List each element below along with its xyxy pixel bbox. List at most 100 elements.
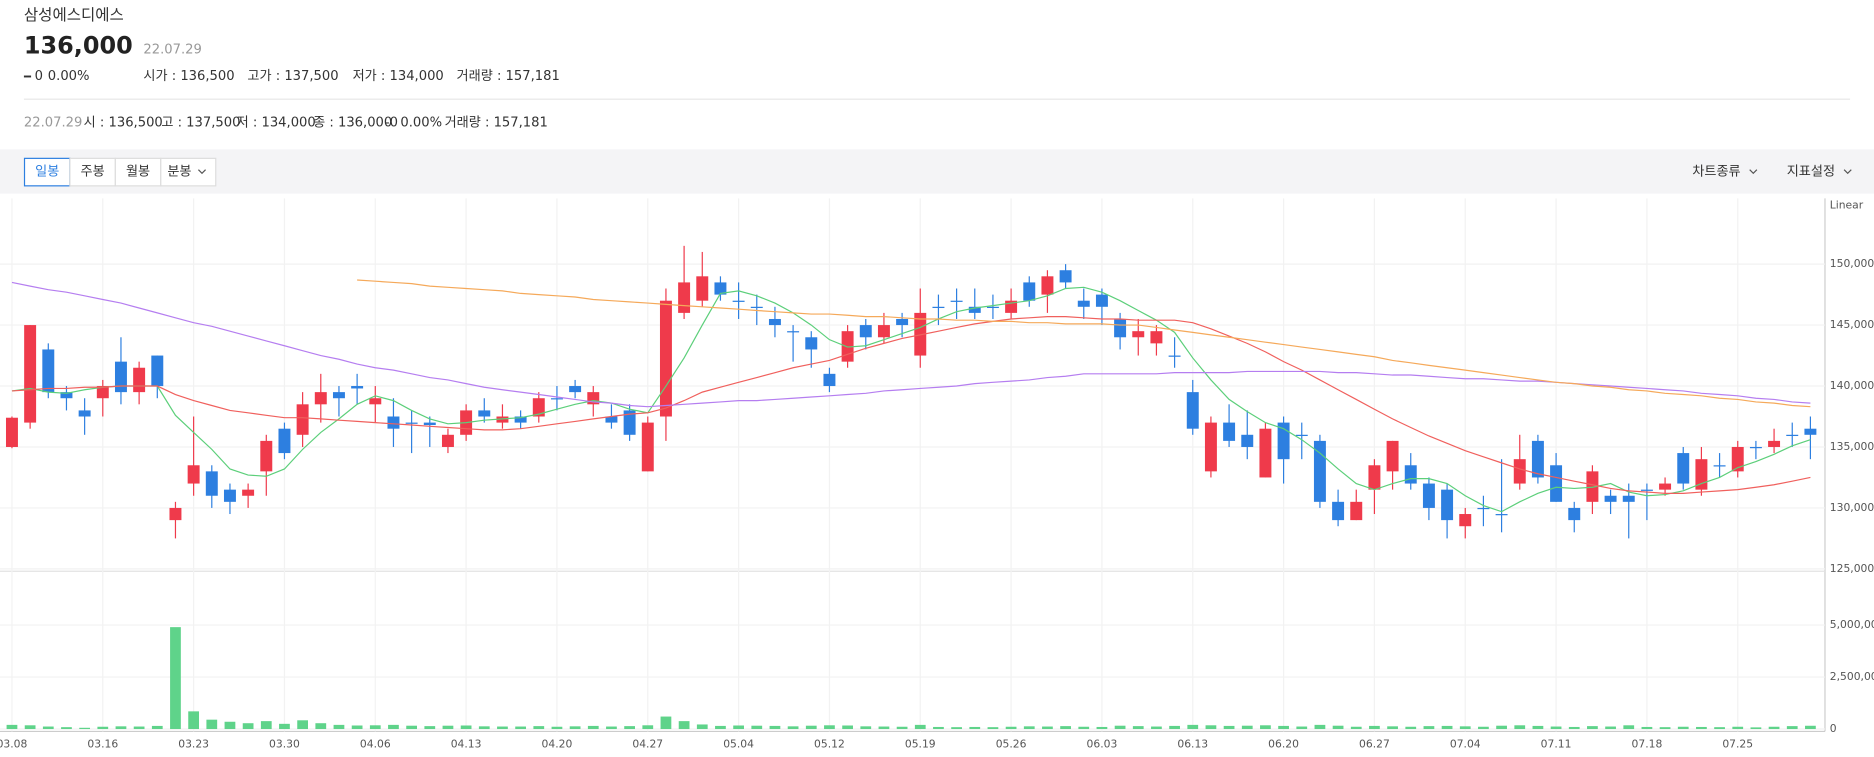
- candle-body: [1313, 440, 1326, 502]
- candle-body: [659, 300, 672, 417]
- tab[interactable]: 분봉: [167, 164, 191, 180]
- volume-bar: [497, 726, 508, 730]
- x-tick-label: 07.25: [1722, 738, 1753, 751]
- volume-bar: [1187, 724, 1199, 730]
- candle-body: [1459, 514, 1472, 527]
- candle-body: [823, 373, 836, 387]
- volume-bar: [1714, 727, 1725, 730]
- candle-body: [1568, 507, 1581, 521]
- candle-body: [496, 416, 509, 423]
- candle-body: [114, 361, 127, 393]
- candle-body: [1114, 318, 1127, 338]
- candle-body: [1786, 434, 1799, 437]
- volume-bar: [1805, 725, 1816, 730]
- volume-bar: [1423, 726, 1435, 730]
- volume-bar: [478, 726, 490, 730]
- ma-line: [11, 286, 1811, 513]
- stock-name: 삼성에스디에스: [24, 6, 124, 24]
- candle-body: [641, 422, 654, 472]
- volume-bar: [406, 725, 417, 730]
- candle-body: [405, 422, 418, 424]
- candle-body: [242, 489, 255, 496]
- y-tick-label: 140,000: [1830, 379, 1874, 392]
- candle-body: [296, 404, 309, 435]
- stat: 시가 : 136,500: [143, 68, 234, 84]
- candle-body: [314, 392, 327, 405]
- candle-body: [932, 306, 945, 309]
- candle-body: [1441, 489, 1454, 521]
- volume-bar: [1441, 725, 1453, 730]
- volume-bar: [1496, 725, 1507, 730]
- y-tick-label: 150,000: [1830, 257, 1874, 270]
- volume-bar: [1369, 725, 1380, 730]
- candle-body: [278, 428, 291, 454]
- candle-body: [1005, 300, 1018, 313]
- volume-bar: [279, 723, 290, 730]
- candle-body: [678, 282, 691, 313]
- volume-bar: [1623, 725, 1635, 730]
- candle-body: [1713, 465, 1726, 467]
- candle-body: [696, 276, 709, 301]
- candle-body: [1059, 270, 1072, 283]
- volume-bar: [42, 726, 54, 730]
- candle-body: [1404, 465, 1417, 484]
- volume-bar: [787, 726, 799, 730]
- y-tick-label: 0: [1830, 722, 1837, 735]
- candle-body: [750, 306, 763, 309]
- candle-body: [714, 282, 727, 295]
- volume-bar: [1205, 725, 1217, 730]
- candle-body: [859, 325, 872, 338]
- volume-bar: [315, 723, 327, 730]
- candle-body: [1731, 446, 1744, 472]
- volume-bar: [987, 727, 999, 730]
- candle-body: [1550, 465, 1563, 502]
- candle-body: [605, 416, 618, 423]
- stat: 저가 : 134,000: [353, 68, 444, 84]
- candle-body: [151, 355, 164, 387]
- chart-type[interactable]: 차트종류: [1692, 164, 1740, 180]
- volume-bar: [1550, 726, 1562, 730]
- volume-bar: [1241, 725, 1253, 730]
- volume-bar: [442, 725, 454, 730]
- volume-bar: [1641, 726, 1653, 730]
- info-change: -0: [385, 116, 398, 131]
- candle-body: [1241, 434, 1254, 447]
- x-tick-label: 04.13: [451, 738, 482, 751]
- volume-bar: [1387, 726, 1398, 730]
- volume-bar: [133, 726, 145, 730]
- volume-bar: [6, 724, 18, 730]
- candle-body: [968, 306, 981, 313]
- tab[interactable]: 주봉: [81, 164, 105, 180]
- x-tick-label: 05.04: [723, 738, 754, 751]
- tab[interactable]: 일봉: [35, 164, 59, 180]
- tab-box[interactable]: [114, 157, 162, 187]
- volume-bar: [1459, 726, 1471, 730]
- ma-line: [11, 315, 1811, 494]
- y-tick-label: 2,500,000: [1830, 670, 1874, 683]
- x-tick-label: 06.03: [1087, 738, 1118, 751]
- volume-bar: [1768, 726, 1780, 730]
- volume-bar: [1605, 726, 1616, 730]
- x-tick-label: 04.06: [360, 738, 391, 751]
- volume-bar: [1223, 725, 1235, 730]
- candle-body: [1749, 446, 1762, 449]
- indicator[interactable]: 지표설정: [1787, 164, 1835, 180]
- candle-body: [96, 386, 109, 399]
- candle-body: [1295, 434, 1308, 437]
- candle-body: [1386, 440, 1399, 472]
- volume-bar: [914, 724, 926, 730]
- candle-body: [587, 392, 600, 405]
- volume-bar: [1696, 726, 1707, 730]
- volume-bar: [1260, 725, 1271, 730]
- candle-body: [1150, 331, 1163, 344]
- volume-bar: [551, 726, 563, 730]
- volume-bar: [896, 726, 908, 730]
- tab[interactable]: 월봉: [126, 164, 150, 180]
- candle-body: [787, 331, 800, 333]
- volume-bar: [751, 725, 763, 730]
- volume-bar: [1132, 726, 1144, 730]
- tab-box[interactable]: [160, 157, 217, 187]
- volume-bar: [660, 716, 672, 730]
- x-tick-label: 03.23: [178, 738, 209, 751]
- candle-body: [514, 416, 527, 423]
